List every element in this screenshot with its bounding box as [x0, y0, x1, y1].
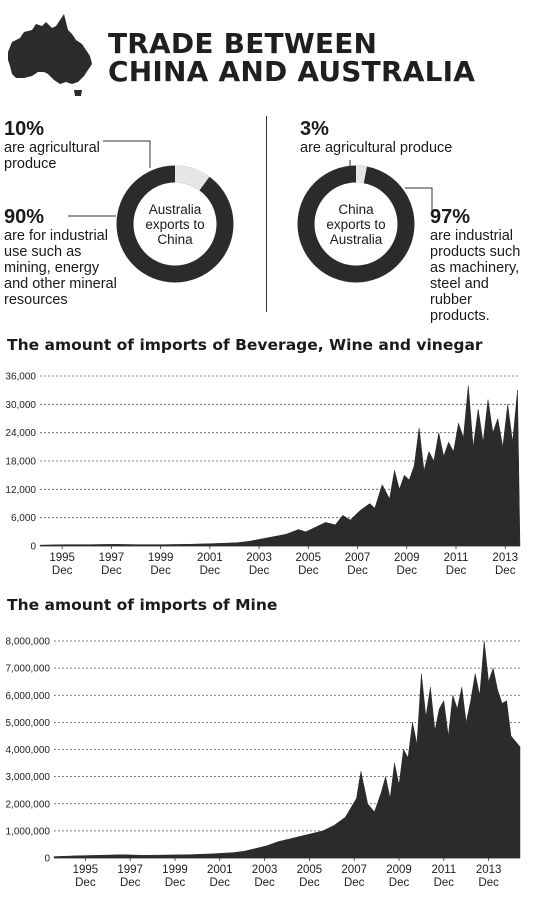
chart-2-y-tick-label: 7,000,000 — [6, 664, 51, 675]
chart-2-area-series — [53, 640, 521, 859]
cn-ind-leader — [405, 187, 433, 214]
chart-2-x-tick-month: Dec — [75, 877, 96, 889]
chart-1-x-tick-month: Dec — [347, 565, 368, 577]
mine-imports-chart: 0 1,000,000 2,000,000 3,000,000 4,000,000 5,0… — [6, 637, 521, 889]
chart-1-x-tick-month: Dec — [397, 565, 418, 577]
chart-1-x-tick-year: 1999 — [148, 552, 174, 564]
chart-1-x-tick-year: 2009 — [394, 552, 420, 564]
chart-2-y-tick-label: 4,000,000 — [6, 745, 51, 756]
cn-agri-stat: 3% are agricultural produce — [300, 118, 500, 156]
au-agri-desc: are agricultural produce — [4, 140, 100, 172]
cn-agri-pct: 3% — [300, 118, 329, 140]
chart-2-x-tick-month: Dec — [344, 877, 365, 889]
chart-2-x-tick-year: 2007 — [341, 864, 367, 876]
chart-1-x-tick-month: Dec — [52, 565, 73, 577]
au-leader-lines — [68, 140, 433, 217]
cn-ind-pct: 97% — [430, 206, 471, 228]
chart-1-title: The amount of imports of Beverage, Wine … — [7, 336, 483, 354]
chart-1-y-tick-label: 12,000 — [5, 485, 36, 496]
chart-2-x-tick-month: Dec — [120, 877, 141, 889]
chart-1-x-tick-month: Dec — [200, 565, 221, 577]
australia-map-icon — [8, 14, 92, 96]
chart-1-x-tick-year: 2013 — [492, 552, 518, 564]
au-agri-stat: 10% are agricultural produce — [4, 118, 114, 172]
title-line-1: TRADE BETWEEN — [108, 27, 378, 60]
au-ind-desc: are for industrial use such as mining, e… — [4, 228, 117, 308]
cn-agri-desc: are agricultural produce — [300, 140, 453, 156]
chart-2-x-tick-year: 2011 — [431, 864, 456, 876]
chart-2-y-tick-label: 6,000,000 — [6, 691, 51, 702]
chart-2-x-tick-year: 2003 — [252, 864, 278, 876]
cn-donut-center-label: China exports to Australia — [326, 202, 386, 247]
chart-2-x-tick-year: 1999 — [162, 864, 188, 876]
chart-2-y-tick-label: 2,000,000 — [6, 799, 51, 810]
cn-ind-stat: 97% are industrial products such as mach… — [430, 206, 530, 324]
chart-1-x-tick-year: 2005 — [296, 552, 322, 564]
chart-2-x-tick-year: 2005 — [297, 864, 323, 876]
chart-1-area-series — [39, 385, 521, 547]
chart-1-x-tick-month: Dec — [495, 565, 516, 577]
chart-1-x-tick-year: 2007 — [345, 552, 371, 564]
au-agricultural-slice — [116, 165, 234, 283]
section-divider — [266, 116, 267, 312]
chart-2-x-tick-month: Dec — [299, 877, 320, 889]
chart-2-y-tick-label: 5,000,000 — [6, 718, 51, 729]
chart-1-x-tick-month: Dec — [446, 565, 467, 577]
chart-1-x-tick-year: 1997 — [99, 552, 125, 564]
chart-1-x-tick-month: Dec — [150, 565, 171, 577]
au-donut-center-label: Australia exports to China — [145, 202, 205, 247]
au-ind-stat: 90% are for industrial use such as minin… — [4, 206, 122, 308]
au-exports-donut — [116, 165, 234, 283]
chart-1-x-tick-year: 1995 — [49, 552, 75, 564]
chart-1-y-tick-label: 24,000 — [5, 428, 36, 439]
chart-2-x-tick-month: Dec — [389, 877, 410, 889]
chart-2-x-tick-month: Dec — [165, 877, 186, 889]
chart-1-y-tick-label: 0 — [30, 542, 36, 553]
chart-2-x-tick-year: 2013 — [476, 864, 502, 876]
chart-2-title: The amount of imports of Mine — [7, 596, 278, 614]
chart-1-y-tick-label: 36,000 — [5, 372, 36, 383]
chart-2-x-tick-year: 2001 — [207, 864, 233, 876]
chart-2-y-tick-label: 3,000,000 — [6, 772, 51, 783]
chart-2-y-tick-label: 8,000,000 — [6, 637, 51, 648]
chart-2-x-tick-month: Dec — [434, 877, 455, 889]
chart-1-x-tick-year: 2011 — [444, 552, 469, 564]
page-title: TRADE BETWEEN CHINA AND AUSTRALIA — [108, 30, 475, 86]
au-agri-leader — [103, 140, 151, 168]
chart-1-y-tick-label: 6,000 — [11, 513, 36, 524]
chart-1-y-tick-label: 30,000 — [5, 400, 36, 411]
chart-2-x-tick-month: Dec — [210, 877, 231, 889]
chart-2-x-tick-month: Dec — [254, 877, 275, 889]
cn-agricultural-slice — [297, 165, 415, 283]
cn-exports-donut — [297, 165, 415, 283]
beverage-imports-chart: 0 6,000 12,000 18,000 24,000 30,000 36,000 1995… — [5, 372, 521, 577]
cn-ind-desc: are industrial products such as machiner… — [430, 228, 521, 324]
chart-1-x-tick-year: 2001 — [197, 552, 223, 564]
chart-2-y-tick-label: 1,000,000 — [6, 826, 51, 837]
chart-2-y-tick-label: 0 — [44, 854, 50, 865]
au-ind-pct: 90% — [4, 206, 45, 228]
au-agri-pct: 10% — [4, 118, 45, 140]
chart-2-x-tick-month: Dec — [478, 877, 499, 889]
chart-2-x-tick-year: 1997 — [117, 864, 143, 876]
chart-1-x-tick-month: Dec — [249, 565, 270, 577]
chart-1-x-tick-month: Dec — [101, 565, 122, 577]
chart-1-x-tick-year: 2003 — [246, 552, 272, 564]
chart-2-x-tick-year: 2009 — [386, 864, 412, 876]
chart-2-x-tick-year: 1995 — [73, 864, 99, 876]
chart-1-y-tick-label: 18,000 — [5, 457, 36, 468]
title-line-2: CHINA AND AUSTRALIA — [108, 55, 476, 88]
chart-1-x-tick-month: Dec — [298, 565, 319, 577]
